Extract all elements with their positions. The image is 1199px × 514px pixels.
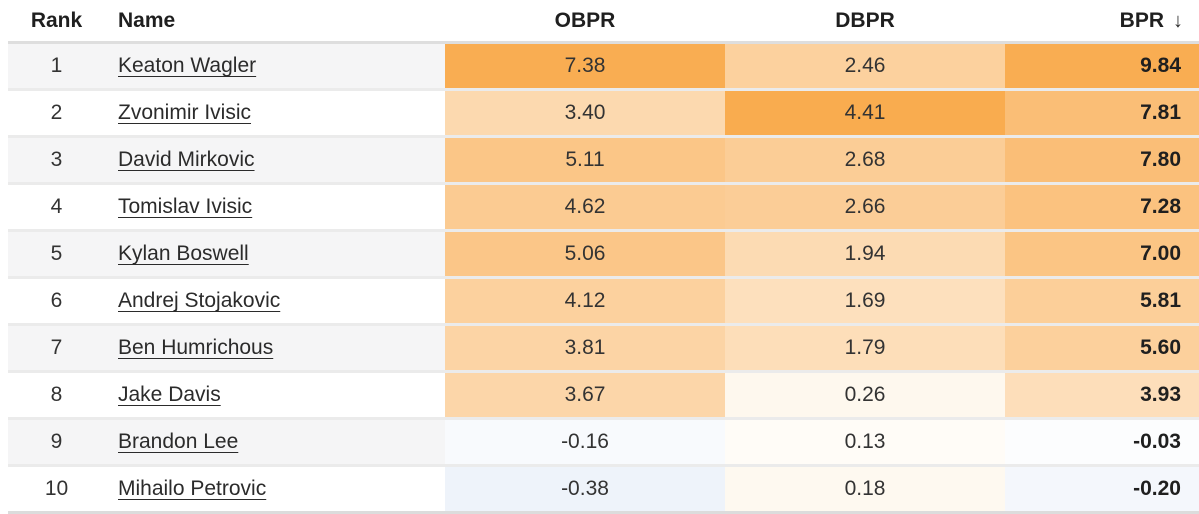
dbpr-cell: 0.18 — [725, 465, 1005, 514]
player-ratings-table: Rank Name OBPR DBPR BPR ↓ 1 Keaton Wagler 7… — [8, 0, 1199, 514]
obpr-cell: 3.67 — [445, 371, 725, 420]
column-header-rank[interactable]: Rank — [8, 0, 105, 44]
table-row: 10 Mihailo Petrovic -0.38 0.18 -0.20 — [8, 465, 1199, 514]
player-link[interactable]: Kylan Boswell — [118, 242, 249, 265]
column-label-name: Name — [118, 8, 176, 32]
name-cell: Brandon Lee — [105, 418, 445, 467]
table-row: 6 Andrej Stojakovic 4.12 1.69 5.81 — [8, 277, 1199, 326]
player-link[interactable]: Jake Davis — [118, 383, 221, 406]
rank-cell: 9 — [8, 418, 105, 467]
column-label-rank: Rank — [30, 8, 83, 32]
player-link[interactable]: Ben Humrichous — [118, 336, 274, 359]
rank-cell: 7 — [8, 324, 105, 373]
table-row: 3 David Mirkovic 5.11 2.68 7.80 — [8, 136, 1199, 185]
table-row: 5 Kylan Boswell 5.06 1.94 7.00 — [8, 230, 1199, 279]
player-link[interactable]: Tomislav Ivisic — [118, 195, 253, 218]
obpr-cell: 5.11 — [445, 136, 725, 185]
player-link[interactable]: Zvonimir Ivisic — [118, 101, 252, 124]
dbpr-cell: 1.94 — [725, 230, 1005, 279]
rank-cell: 3 — [8, 136, 105, 185]
name-cell: Zvonimir Ivisic — [105, 89, 445, 138]
column-header-obpr[interactable]: OBPR — [445, 0, 725, 44]
table-row: 4 Tomislav Ivisic 4.62 2.66 7.28 — [8, 183, 1199, 232]
header-row: Rank Name OBPR DBPR BPR ↓ — [8, 0, 1199, 44]
bpr-cell: 3.93 — [1005, 371, 1199, 420]
rank-cell: 6 — [8, 277, 105, 326]
name-cell: Andrej Stojakovic — [105, 277, 445, 326]
table-row: 2 Zvonimir Ivisic 3.40 4.41 7.81 — [8, 89, 1199, 138]
obpr-cell: 4.62 — [445, 183, 725, 232]
column-label-bpr: BPR — [1119, 8, 1164, 32]
player-link[interactable]: David Mirkovic — [118, 148, 255, 171]
rank-cell: 2 — [8, 89, 105, 138]
bpr-cell: 7.28 — [1005, 183, 1199, 232]
bpr-cell: 7.81 — [1005, 89, 1199, 138]
dbpr-cell: 2.66 — [725, 183, 1005, 232]
column-header-bpr[interactable]: BPR ↓ — [1005, 0, 1199, 44]
bpr-cell: 7.00 — [1005, 230, 1199, 279]
sort-desc-icon: ↓ — [1173, 9, 1183, 32]
table-row: 1 Keaton Wagler 7.38 2.46 9.84 — [8, 42, 1199, 91]
name-cell: Ben Humrichous — [105, 324, 445, 373]
name-cell: Tomislav Ivisic — [105, 183, 445, 232]
column-label-dbpr: DBPR — [835, 8, 895, 32]
obpr-cell: 5.06 — [445, 230, 725, 279]
dbpr-cell: 2.46 — [725, 42, 1005, 91]
bpr-cell: 5.60 — [1005, 324, 1199, 373]
dbpr-cell: 4.41 — [725, 89, 1005, 138]
column-header-dbpr[interactable]: DBPR — [725, 0, 1005, 44]
player-link[interactable]: Brandon Lee — [118, 430, 239, 453]
name-cell: Jake Davis — [105, 371, 445, 420]
table-row: 7 Ben Humrichous 3.81 1.79 5.60 — [8, 324, 1199, 373]
dbpr-cell: 1.79 — [725, 324, 1005, 373]
obpr-cell: 7.38 — [445, 42, 725, 91]
name-cell: Kylan Boswell — [105, 230, 445, 279]
obpr-cell: 4.12 — [445, 277, 725, 326]
rank-cell: 4 — [8, 183, 105, 232]
player-link[interactable]: Andrej Stojakovic — [118, 289, 281, 312]
bpr-cell: 7.80 — [1005, 136, 1199, 185]
bpr-cell: -0.03 — [1005, 418, 1199, 467]
table-header: Rank Name OBPR DBPR BPR ↓ — [8, 0, 1199, 44]
obpr-cell: -0.16 — [445, 418, 725, 467]
bpr-cell: -0.20 — [1005, 465, 1199, 514]
obpr-cell: -0.38 — [445, 465, 725, 514]
column-header-name[interactable]: Name — [105, 0, 445, 44]
name-cell: David Mirkovic — [105, 136, 445, 185]
column-label-obpr: OBPR — [554, 8, 616, 32]
dbpr-cell: 1.69 — [725, 277, 1005, 326]
dbpr-cell: 2.68 — [725, 136, 1005, 185]
player-link[interactable]: Mihailo Petrovic — [118, 477, 267, 500]
obpr-cell: 3.40 — [445, 89, 725, 138]
obpr-cell: 3.81 — [445, 324, 725, 373]
rank-cell: 5 — [8, 230, 105, 279]
name-cell: Keaton Wagler — [105, 42, 445, 91]
table-body: 1 Keaton Wagler 7.38 2.46 9.84 2 Zvonimir Ivis… — [8, 42, 1199, 514]
rank-cell: 8 — [8, 371, 105, 420]
rank-cell: 10 — [8, 465, 105, 514]
player-link[interactable]: Keaton Wagler — [118, 54, 257, 77]
dbpr-cell: 0.13 — [725, 418, 1005, 467]
rank-cell: 1 — [8, 42, 105, 91]
bpr-cell: 5.81 — [1005, 277, 1199, 326]
table-row: 8 Jake Davis 3.67 0.26 3.93 — [8, 371, 1199, 420]
name-cell: Mihailo Petrovic — [105, 465, 445, 514]
table-row: 9 Brandon Lee -0.16 0.13 -0.03 — [8, 418, 1199, 467]
dbpr-cell: 0.26 — [725, 371, 1005, 420]
bpr-cell: 9.84 — [1005, 42, 1199, 91]
